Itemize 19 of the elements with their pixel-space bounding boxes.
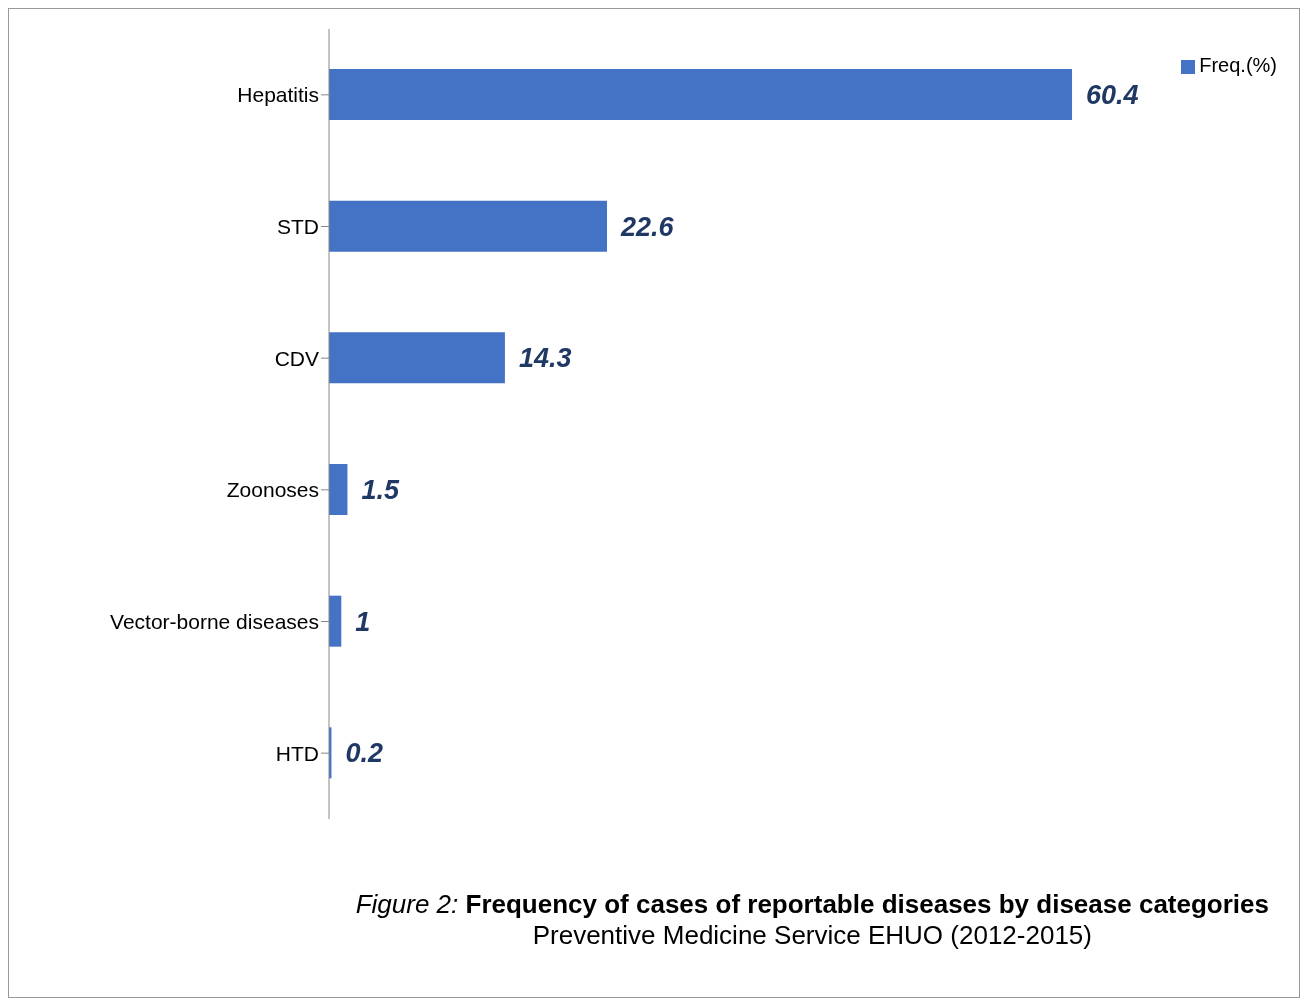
y-tick-label: CDV [274, 346, 319, 370]
bar [329, 69, 1073, 120]
y-tick-label: Zoonoses [226, 478, 319, 502]
data-label: 22.6 [620, 211, 675, 242]
data-label: 14.3 [518, 343, 572, 374]
data-label: 60.4 [1086, 80, 1139, 111]
data-label: 1 [355, 606, 371, 637]
y-tick-label: Hepatitis [237, 83, 319, 107]
text: Figure 2: Frequency of cases of reportable diseases by disease categories [355, 889, 1269, 919]
data-label: 0.2 [345, 738, 384, 769]
bar [329, 332, 505, 384]
y-tick-label: STD [277, 214, 319, 238]
y-tick-label: Vector-borne diseases [110, 609, 319, 633]
bar [329, 200, 608, 252]
legend-label: Freq.(%) [1199, 54, 1277, 76]
text: Preventive Medicine Service EHUO (2012-2015) [531, 920, 1093, 951]
data-label: 1.5 [361, 475, 400, 506]
y-tick-label: HTD [275, 741, 319, 765]
bar [329, 464, 348, 515]
